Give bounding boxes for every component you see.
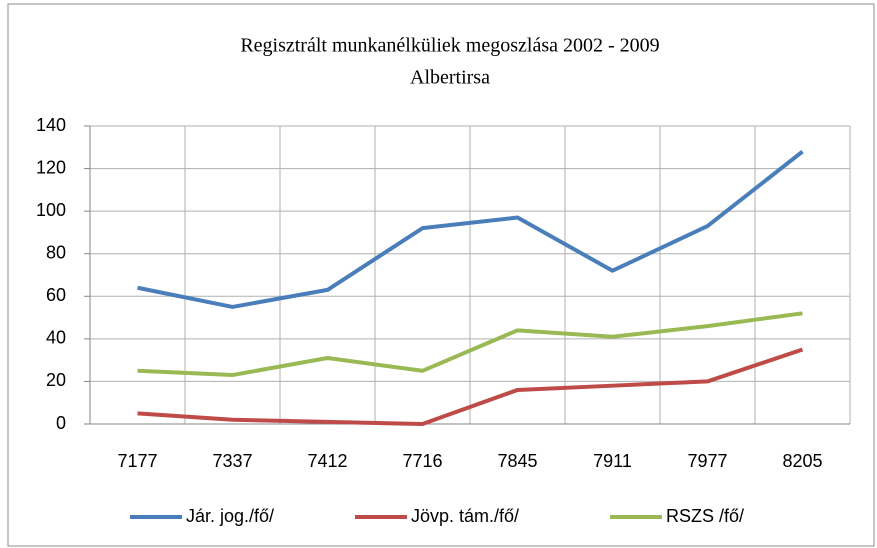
legend-label: RSZS /fő/ <box>666 506 744 526</box>
x-tick-label: 7977 <box>687 451 727 471</box>
chart-border <box>7 3 875 547</box>
y-tick-label: 0 <box>56 413 66 433</box>
x-tick-label: 7412 <box>307 451 347 471</box>
y-tick-label: 20 <box>46 370 66 390</box>
x-tick-label: 7845 <box>497 451 537 471</box>
y-tick-label: 120 <box>36 157 66 177</box>
x-tick-label: 7337 <box>212 451 252 471</box>
y-tick-label: 80 <box>46 242 66 262</box>
y-tick-label: 100 <box>36 200 66 220</box>
chart-subtitle: Albertirsa <box>410 67 490 89</box>
y-tick-label: 40 <box>46 328 66 348</box>
x-tick-label: 8205 <box>782 451 822 471</box>
legend-label: Jövp. tám./fő/ <box>411 506 519 526</box>
data-line <box>137 311 803 378</box>
data-line <box>137 149 804 309</box>
legend-label: Jár. jog./fő/ <box>186 506 274 526</box>
y-tick-label: 140 <box>36 115 66 135</box>
x-tick-label: 7716 <box>402 451 442 471</box>
x-tick-label: 7911 <box>593 451 632 471</box>
chart-title: Regisztrált munkanélküliek megoszlása 20… <box>240 35 659 57</box>
y-tick-label: 60 <box>46 285 66 305</box>
x-tick-label: 7177 <box>117 451 157 471</box>
data-line <box>137 347 804 426</box>
